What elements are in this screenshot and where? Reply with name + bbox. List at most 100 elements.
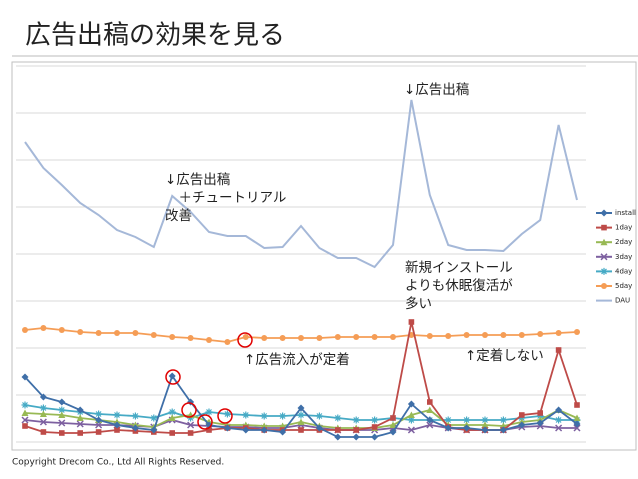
marker: [481, 421, 489, 428]
slide-title: 広告出稿の効果を見る: [25, 21, 285, 51]
marker: [39, 393, 47, 401]
marker: [555, 406, 563, 414]
marker: [169, 430, 175, 436]
marker: [518, 332, 525, 338]
marker: [334, 433, 342, 441]
highlights: [165, 332, 253, 430]
marker: [573, 420, 581, 428]
marker: [353, 334, 360, 340]
legend-label: 3day: [615, 253, 632, 261]
marker: [482, 332, 488, 338]
marker: [407, 411, 415, 418]
marker: [444, 424, 452, 432]
highlight-circle: [217, 408, 233, 424]
marker: [316, 335, 323, 341]
marker: [77, 329, 84, 335]
marker: [95, 330, 102, 336]
marker: [519, 412, 525, 418]
marker: [426, 333, 433, 339]
marker: [315, 424, 323, 432]
marker: [168, 372, 176, 380]
marker: [298, 427, 304, 433]
marker: [279, 335, 286, 341]
legend-label: 1day: [615, 224, 632, 232]
marker: [600, 253, 608, 261]
marker: [187, 430, 194, 436]
legend: install 1day 2day 3day 4day 5day DAU: [596, 209, 636, 305]
marker: [206, 337, 212, 343]
marker: [297, 411, 305, 419]
marker: [39, 404, 47, 412]
marker: [205, 408, 213, 416]
marker: [371, 433, 379, 441]
marker: [40, 429, 47, 435]
legend-label: 5day: [615, 282, 632, 290]
annotation: 改善: [165, 208, 192, 224]
highlight-circle: [181, 402, 197, 418]
marker: [131, 424, 139, 432]
series-line: [24, 99, 578, 269]
marker: [390, 334, 396, 340]
marker: [444, 416, 452, 424]
marker: [426, 406, 434, 413]
marker: [113, 411, 121, 419]
marker: [95, 410, 103, 418]
marker: [371, 334, 378, 340]
marker: [555, 330, 562, 336]
marker: [536, 419, 544, 427]
legend-label: 4day: [615, 267, 632, 275]
marker: [22, 423, 28, 429]
marker: [600, 267, 608, 275]
marker: [21, 401, 29, 409]
marker: [131, 412, 139, 420]
annotation: よりも休眠復活が: [405, 277, 513, 294]
marker: [150, 426, 158, 434]
marker: [242, 426, 250, 434]
marker: [481, 426, 489, 434]
marker: [574, 402, 580, 408]
marker: [95, 429, 102, 435]
marker: [169, 334, 176, 340]
marker: [407, 426, 415, 434]
marker: [537, 331, 544, 337]
annotation: ↓広告出稿: [404, 82, 469, 98]
series: [21, 401, 581, 424]
marker: [59, 430, 65, 436]
legend-label: install: [615, 209, 636, 217]
marker: [407, 400, 415, 408]
marker: [335, 427, 341, 433]
marker: [463, 332, 470, 338]
marker: [315, 412, 323, 420]
marker: [600, 209, 608, 217]
marker: [537, 410, 543, 416]
marker: [426, 416, 434, 424]
marker: [407, 416, 415, 424]
marker: [58, 406, 66, 414]
marker: [279, 412, 287, 420]
marker: [40, 325, 47, 331]
marker: [113, 421, 121, 429]
series: [22, 325, 580, 345]
annotation: ↓広告出稿: [165, 172, 230, 188]
marker: [95, 416, 103, 424]
marker: [76, 420, 84, 428]
marker: [334, 334, 341, 340]
marker: [500, 332, 507, 338]
plot: [16, 65, 586, 443]
marker: [536, 412, 544, 420]
marker: [261, 335, 268, 341]
marker: [21, 409, 29, 416]
marker: [600, 238, 608, 246]
marker: [187, 421, 195, 429]
marker: [426, 421, 434, 429]
marker: [21, 416, 29, 424]
marker: [353, 427, 359, 433]
marker: [150, 414, 158, 422]
marker: [39, 410, 47, 417]
marker: [463, 424, 471, 432]
marker: [58, 419, 66, 427]
highlight-circle: [165, 369, 181, 385]
annotation: ↑定着しない: [465, 347, 544, 364]
